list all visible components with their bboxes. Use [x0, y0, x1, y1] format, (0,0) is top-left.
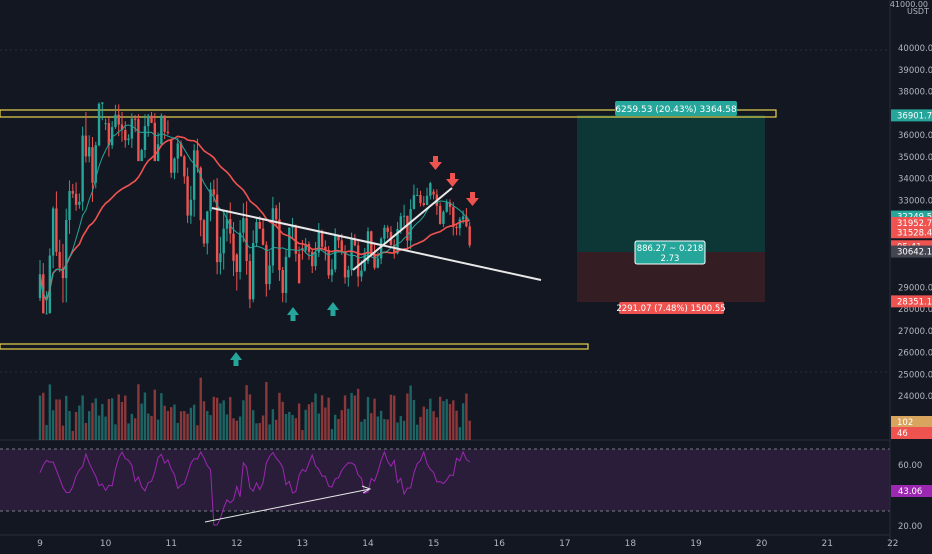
svg-text:2.73: 2.73	[661, 254, 680, 264]
rsi-tick: 20.00	[898, 522, 922, 532]
price-tag: 31528.45	[891, 226, 932, 239]
time-label: 10	[100, 539, 112, 549]
time-label: 14	[362, 539, 374, 549]
long-position-tool[interactable]	[577, 115, 765, 302]
svg-text:36901.71: 36901.71	[897, 111, 932, 121]
svg-text:2291.07 (7.48%) 1500.55: 2291.07 (7.48%) 1500.55	[616, 304, 725, 314]
svg-text:6259.53 (20.43%) 3364.58: 6259.53 (20.43%) 3364.58	[615, 105, 737, 115]
time-label: 9	[37, 539, 43, 549]
time-label: 17	[559, 539, 570, 549]
time-axis[interactable]: 9 10 11 12 13 14 15 16 17 18 19 20 21 22	[0, 534, 899, 549]
time-label: 16	[493, 539, 505, 549]
svg-text:31528.45: 31528.45	[897, 228, 932, 238]
buy-arrow-marker[interactable]	[230, 352, 242, 366]
price-tick: 28000.00	[898, 305, 932, 315]
rsi-line	[39, 450, 470, 526]
time-label: 12	[231, 539, 242, 549]
price-tick: 40000.00	[898, 44, 932, 54]
rsi-band	[0, 449, 890, 511]
position-target-zone[interactable]	[577, 115, 765, 252]
price-tick: 33000.00	[898, 196, 932, 206]
rsi-value-tag	[891, 485, 932, 497]
price-tick: 26000.00	[898, 349, 932, 359]
ascending-trendline[interactable]	[352, 187, 453, 271]
svg-text:886.27 ~ 0.218: 886.27 ~ 0.218	[637, 244, 704, 254]
price-axis-top-label: 41000.00	[890, 0, 928, 9]
price-tick: 36000.00	[898, 131, 932, 141]
buy-arrow-marker[interactable]	[327, 302, 339, 316]
time-label: 11	[165, 539, 176, 549]
svg-text:46: 46	[897, 429, 908, 439]
price-tag: 46	[891, 427, 932, 439]
svg-text:43.06: 43.06	[898, 487, 922, 497]
support-zone[interactable]	[0, 343, 589, 350]
rsi-panel[interactable]	[0, 448, 890, 526]
candles	[38, 102, 471, 315]
volume-bars	[38, 377, 471, 440]
price-tag: 30642.18	[891, 245, 932, 258]
descending-trendline[interactable]	[211, 207, 542, 281]
ma-fast-line	[39, 124, 471, 302]
price-tag: 102	[891, 416, 932, 428]
price-tick: 25000.00	[898, 370, 932, 380]
price-tick: 38000.00	[898, 88, 932, 98]
price-tick: 27000.00	[898, 327, 932, 337]
price-tick: 29000.00	[898, 283, 932, 293]
price-tick: 39000.00	[898, 66, 932, 76]
rsi-divergence-arrowhead	[361, 485, 372, 494]
time-label: 13	[297, 539, 308, 549]
stop-label: 2291.07 (7.48%) 1500.55	[616, 302, 726, 314]
risk-reward-label: 886.27 ~ 0.218 2.73	[634, 240, 706, 265]
resistance-zone[interactable]	[0, 109, 777, 118]
target-label: 6259.53 (20.43%) 3364.58	[615, 101, 737, 116]
price-tick: 24000.00	[898, 392, 932, 402]
sell-arrow-marker[interactable]	[429, 156, 442, 170]
svg-text:31952.76: 31952.76	[897, 219, 932, 229]
svg-text:102: 102	[897, 418, 913, 428]
time-label: 22	[887, 539, 898, 549]
currency-label: USDT	[907, 7, 929, 16]
time-label: 15	[428, 539, 439, 549]
ma-slow-line	[39, 135, 470, 303]
svg-text:30642.18: 30642.18	[897, 248, 932, 258]
price-tag: 28351.11	[891, 295, 932, 308]
price-tag: 36901.71	[891, 109, 932, 122]
sell-arrow-marker[interactable]	[466, 192, 479, 206]
time-label: 20	[756, 539, 768, 549]
rsi-divergence-line[interactable]	[204, 488, 371, 523]
svg-text:28351.11: 28351.11	[897, 297, 932, 307]
price-tag: 31952.76	[891, 217, 932, 230]
price-tick: 35000.00	[898, 153, 932, 163]
time-label: 19	[690, 539, 702, 549]
sell-arrow-marker[interactable]	[446, 173, 459, 187]
price-tick: 34000.00	[898, 175, 932, 185]
price-axis[interactable]: 41000.00 USDT 40000.00 39000.00 38000.00 36…	[889, 0, 932, 550]
rsi-axis: 60.00 20.00 43.06	[891, 461, 932, 532]
rsi-tick: 60.00	[898, 461, 922, 471]
time-label: 21	[821, 539, 832, 549]
buy-arrow-marker[interactable]	[287, 307, 299, 321]
time-label: 18	[625, 539, 637, 549]
